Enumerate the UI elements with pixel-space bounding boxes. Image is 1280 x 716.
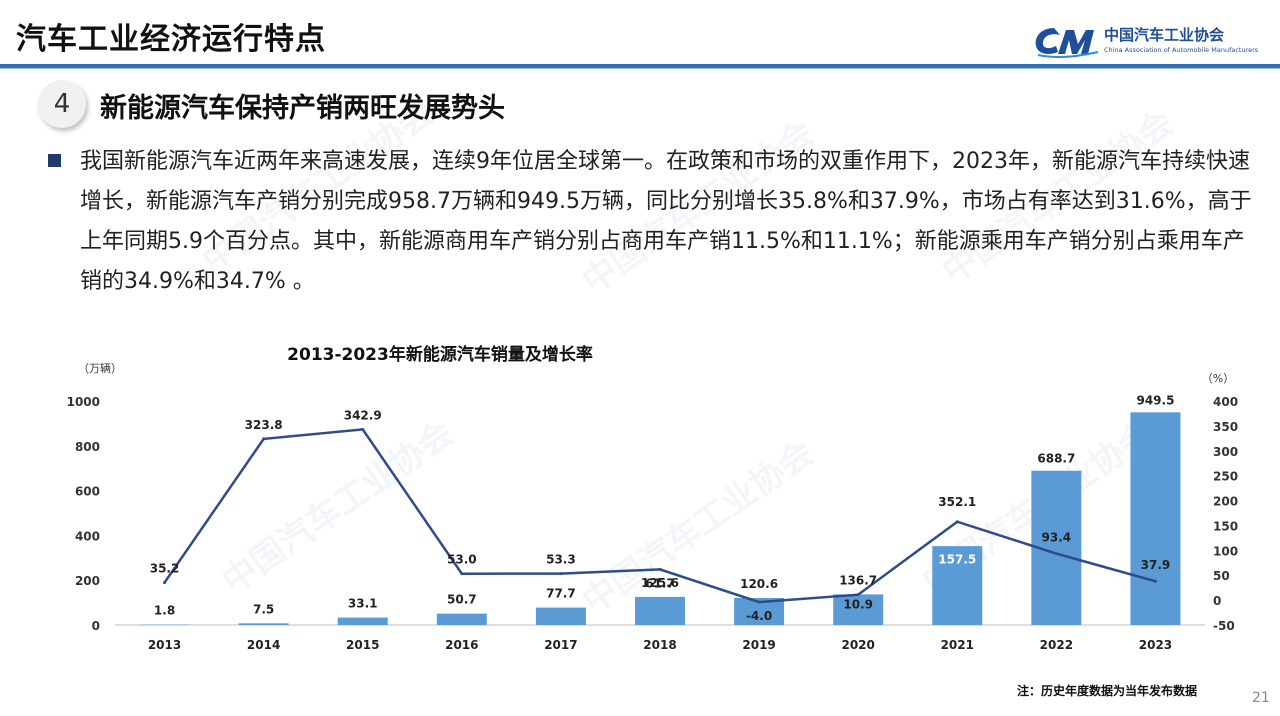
x-tick-label: 2014 — [247, 638, 280, 652]
bar-value-label: 352.1 — [938, 495, 976, 509]
y2-tick-label: 0 — [1213, 594, 1221, 608]
bar — [932, 546, 983, 625]
growth-rate-point — [856, 593, 860, 597]
bar-value-label: 120.6 — [740, 577, 778, 591]
caam-logo: 中国汽车工业协会 China Association of Automobile… — [1032, 20, 1272, 64]
growth-rate-point — [1153, 579, 1157, 583]
bar — [1130, 412, 1181, 625]
x-tick-label: 2020 — [841, 638, 874, 652]
y-tick-label: 800 — [75, 440, 100, 454]
x-tick-label: 2019 — [742, 638, 775, 652]
bar-value-label: 1.8 — [154, 604, 175, 618]
x-tick-label: 2016 — [445, 638, 478, 652]
bullet-square-icon — [48, 154, 61, 167]
header-divider — [0, 64, 1280, 68]
y-tick-label: 0 — [92, 619, 100, 633]
bar — [337, 617, 388, 625]
bar — [436, 613, 487, 625]
line-value-label: 10.9 — [843, 598, 873, 612]
bar — [635, 596, 685, 625]
bar-value-label: 949.5 — [1136, 393, 1174, 407]
y-axis-unit-label: （万辆） — [78, 361, 122, 375]
page-number: 21 — [1252, 690, 1270, 706]
y2-tick-label: -50 — [1213, 619, 1235, 633]
growth-rate-point — [1054, 552, 1058, 556]
bar — [139, 624, 190, 626]
line-value-label: 53.0 — [447, 553, 477, 567]
growth-rate-point — [658, 567, 662, 571]
bar-value-label: 136.7 — [839, 573, 877, 587]
logo-english-name: China Association of Automobile Manufact… — [1104, 46, 1259, 54]
x-tick-label: 2017 — [544, 638, 577, 652]
y2-tick-label: 100 — [1213, 544, 1238, 558]
growth-rate-point — [955, 520, 959, 524]
growth-rate-point — [460, 572, 464, 576]
x-tick-label: 2021 — [941, 638, 974, 652]
line-value-label: 35.2 — [150, 562, 180, 576]
footnote: 注：历史年度数据为当年发布数据 — [1017, 684, 1198, 698]
y2-tick-label: 200 — [1213, 495, 1238, 509]
caam-logo-mark — [1035, 28, 1099, 58]
y-tick-label: 400 — [75, 529, 100, 543]
line-value-label: 342.9 — [344, 408, 382, 422]
bar-value-label: 77.7 — [546, 587, 576, 601]
bar — [238, 623, 289, 625]
bar-value-label: 7.5 — [253, 602, 274, 616]
y2-tick-label: 250 — [1213, 470, 1238, 484]
line-value-label: 93.4 — [1042, 531, 1072, 545]
y2-tick-label: 300 — [1213, 445, 1238, 459]
y2-tick-label: 50 — [1213, 569, 1230, 583]
x-tick-label: 2023 — [1139, 638, 1172, 652]
y-tick-label: 200 — [75, 574, 100, 588]
line-value-label: 37.9 — [1141, 558, 1171, 572]
y2-tick-label: 350 — [1213, 420, 1238, 434]
line-value-label: 323.8 — [245, 418, 283, 432]
bar-value-label: 688.7 — [1037, 452, 1075, 466]
bar-value-label: 125.6 — [641, 576, 679, 590]
bar — [833, 594, 884, 625]
x-tick-label: 2018 — [643, 638, 676, 652]
header-divider-thin — [0, 68, 1280, 69]
bar-value-label: 50.7 — [447, 593, 477, 607]
x-tick-label: 2013 — [148, 638, 181, 652]
y-tick-label: 600 — [75, 485, 100, 499]
line-value-label: 61.7 — [645, 576, 675, 590]
growth-rate-point — [559, 572, 563, 576]
section-title: 新能源汽车保持产销两旺发展势头 — [100, 93, 505, 124]
x-tick-label: 2015 — [346, 638, 379, 652]
sales-growth-chart: 2013-2023年新能源汽车销量及增长率 （万辆） （%） 0 200 400 600 80… — [60, 330, 1260, 675]
bar-value-label: 33.1 — [348, 597, 378, 611]
y2-tick-label: 150 — [1213, 519, 1238, 533]
page-title: 汽车工业经济运行特点 — [16, 22, 326, 57]
growth-rate-point — [262, 437, 266, 441]
y-tick-label: 1000 — [67, 395, 100, 409]
line-value-label: 157.5 — [938, 553, 976, 567]
line-value-label: -4.0 — [746, 609, 772, 623]
bar — [535, 607, 586, 625]
line-value-label: 53.3 — [546, 553, 576, 567]
section-number-badge: 4 — [38, 80, 86, 128]
growth-rate-point — [757, 600, 761, 604]
growth-rate-point — [361, 427, 365, 431]
logo-chinese-name: 中国汽车工业协会 — [1104, 26, 1225, 44]
growth-rate-point — [163, 581, 167, 585]
y2-tick-label: 400 — [1213, 395, 1238, 409]
chart-title: 2013-2023年新能源汽车销量及增长率 — [287, 344, 593, 365]
chart-canvas: 2013-2023年新能源汽车销量及增长率 （万辆） （%） 0 200 400 600 80… — [67, 344, 1238, 652]
x-tick-label: 2022 — [1040, 638, 1073, 652]
body-paragraph: 我国新能源汽车近两年来高速发展，连续9年位居全球第一。在政策和市场的双重作用下，… — [80, 149, 1252, 294]
y2-axis-unit-label: （%） — [1202, 372, 1234, 385]
